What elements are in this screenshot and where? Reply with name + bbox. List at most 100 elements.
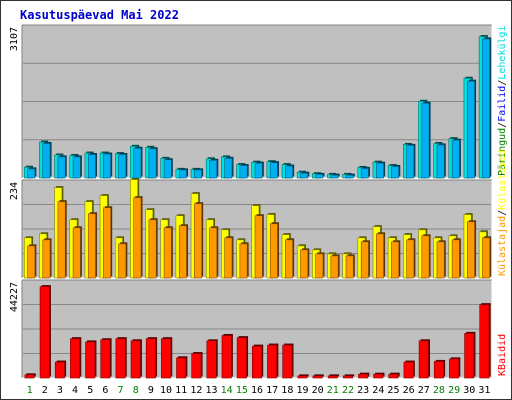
bar-12	[191, 353, 202, 379]
bar-24	[376, 162, 384, 179]
bar-2	[42, 239, 51, 279]
bar-29	[451, 239, 460, 279]
bar-8	[130, 340, 141, 379]
x-tick-label: 2	[42, 385, 48, 396]
bar-21	[330, 174, 339, 179]
panel-2: 234 Külastajad/Külastused	[9, 150, 508, 279]
x-tick-label: 15	[236, 385, 248, 396]
legend-entry: Külastajad	[497, 216, 508, 276]
bar-30	[466, 80, 475, 179]
bar-23	[360, 241, 369, 279]
bar-28	[436, 241, 445, 279]
bar-16	[254, 215, 263, 279]
bar-27	[421, 102, 430, 179]
bar-9	[148, 219, 157, 279]
x-tick-label: 9	[148, 385, 154, 396]
x-tick-label: 1	[27, 385, 33, 396]
bar-12	[194, 203, 202, 279]
bar-22	[345, 174, 354, 179]
legend-entry: Külastused	[497, 150, 508, 210]
bar-7	[115, 338, 126, 379]
x-tick-label: 26	[403, 385, 415, 396]
x-tick-label: 29	[448, 385, 460, 396]
bar-24	[373, 373, 384, 379]
legend-entry: Failid	[497, 86, 508, 122]
bar-30	[464, 333, 475, 379]
x-tick-label: 3	[57, 385, 63, 396]
bar-5	[85, 341, 96, 379]
bar-31	[482, 38, 491, 179]
bar-27	[418, 340, 429, 379]
bar-23	[358, 373, 369, 379]
x-tick-label: 16	[251, 385, 263, 396]
bar-8	[133, 197, 142, 279]
bar-3	[57, 156, 66, 179]
legend-entry: Lehekülgi	[497, 25, 508, 79]
bar-17	[269, 162, 278, 179]
bar-8	[133, 147, 142, 179]
bar-shadow	[299, 374, 309, 377]
bar-14	[224, 158, 233, 179]
bar-19	[300, 172, 309, 179]
x-tick-label: 11	[175, 385, 187, 396]
bar-31	[479, 304, 490, 379]
bar-28	[436, 144, 445, 179]
bar-14	[221, 335, 232, 379]
bar-24	[376, 233, 384, 279]
bar-26	[406, 145, 415, 179]
bar-2	[39, 286, 50, 379]
bar-20	[312, 375, 323, 379]
bar-11	[176, 357, 187, 379]
bar-1	[27, 245, 36, 279]
bar-19	[300, 249, 309, 279]
x-tick-label: 17	[266, 385, 278, 396]
bar-14	[224, 237, 233, 279]
x-axis-labels: 1 2 3 4 5 6 7 8 9 10 11 12 13 14 15 16 17 18 19 20 21 22 23 24 2…	[27, 385, 491, 396]
bar-26	[406, 239, 415, 279]
bar-31	[482, 237, 491, 279]
bar-10	[163, 227, 172, 279]
x-tick-label: 18	[281, 385, 293, 396]
bar-19	[297, 375, 308, 379]
right-legend: Külastajad/Külastused	[497, 150, 508, 276]
bar-15	[236, 337, 247, 379]
x-tick-label: 8	[133, 385, 139, 396]
bar-18	[285, 239, 293, 279]
bar-23	[360, 168, 369, 179]
y-max-label: 3107	[9, 27, 20, 51]
x-tick-label: 24	[372, 385, 384, 396]
chart-title: Kasutuspäevad Mai 2022	[20, 8, 179, 22]
panel-3: 44227 KBaidid	[9, 279, 508, 379]
chart-panels: 3107Päringud/Failid/Lehekülgi234Külastaj…	[9, 24, 508, 379]
x-tick-label: 25	[387, 385, 399, 396]
y-max-label: 44227	[9, 282, 20, 312]
bar-5	[87, 213, 96, 279]
bar-22	[345, 255, 354, 279]
bar-5	[87, 154, 96, 179]
bar-shadow	[314, 374, 324, 377]
bar-2	[42, 143, 51, 179]
bar-11	[178, 169, 187, 179]
bar-16	[254, 162, 263, 179]
bar-27	[421, 235, 430, 279]
bar-20	[315, 174, 324, 179]
legend-entry: Päringud	[497, 128, 508, 176]
x-tick-label: 21	[327, 385, 339, 396]
legend-separator: /	[497, 122, 508, 128]
bar-25	[391, 241, 400, 279]
bar-20	[315, 253, 324, 279]
bar-17	[269, 223, 278, 279]
legend-separator: /	[497, 80, 508, 86]
bar-18	[282, 344, 293, 379]
legend-separator: /	[497, 210, 508, 216]
bar-10	[163, 159, 172, 179]
x-tick-label: 6	[102, 385, 108, 396]
bar-3	[57, 201, 66, 279]
x-tick-label: 31	[478, 385, 490, 396]
right-legend: Päringud/Failid/Lehekülgi	[497, 25, 508, 176]
bar-13	[209, 227, 218, 279]
x-tick-label: 22	[342, 385, 354, 396]
right-legend: KBaidid	[497, 334, 508, 376]
bar-6	[103, 207, 111, 279]
x-tick-label: 23	[357, 385, 369, 396]
